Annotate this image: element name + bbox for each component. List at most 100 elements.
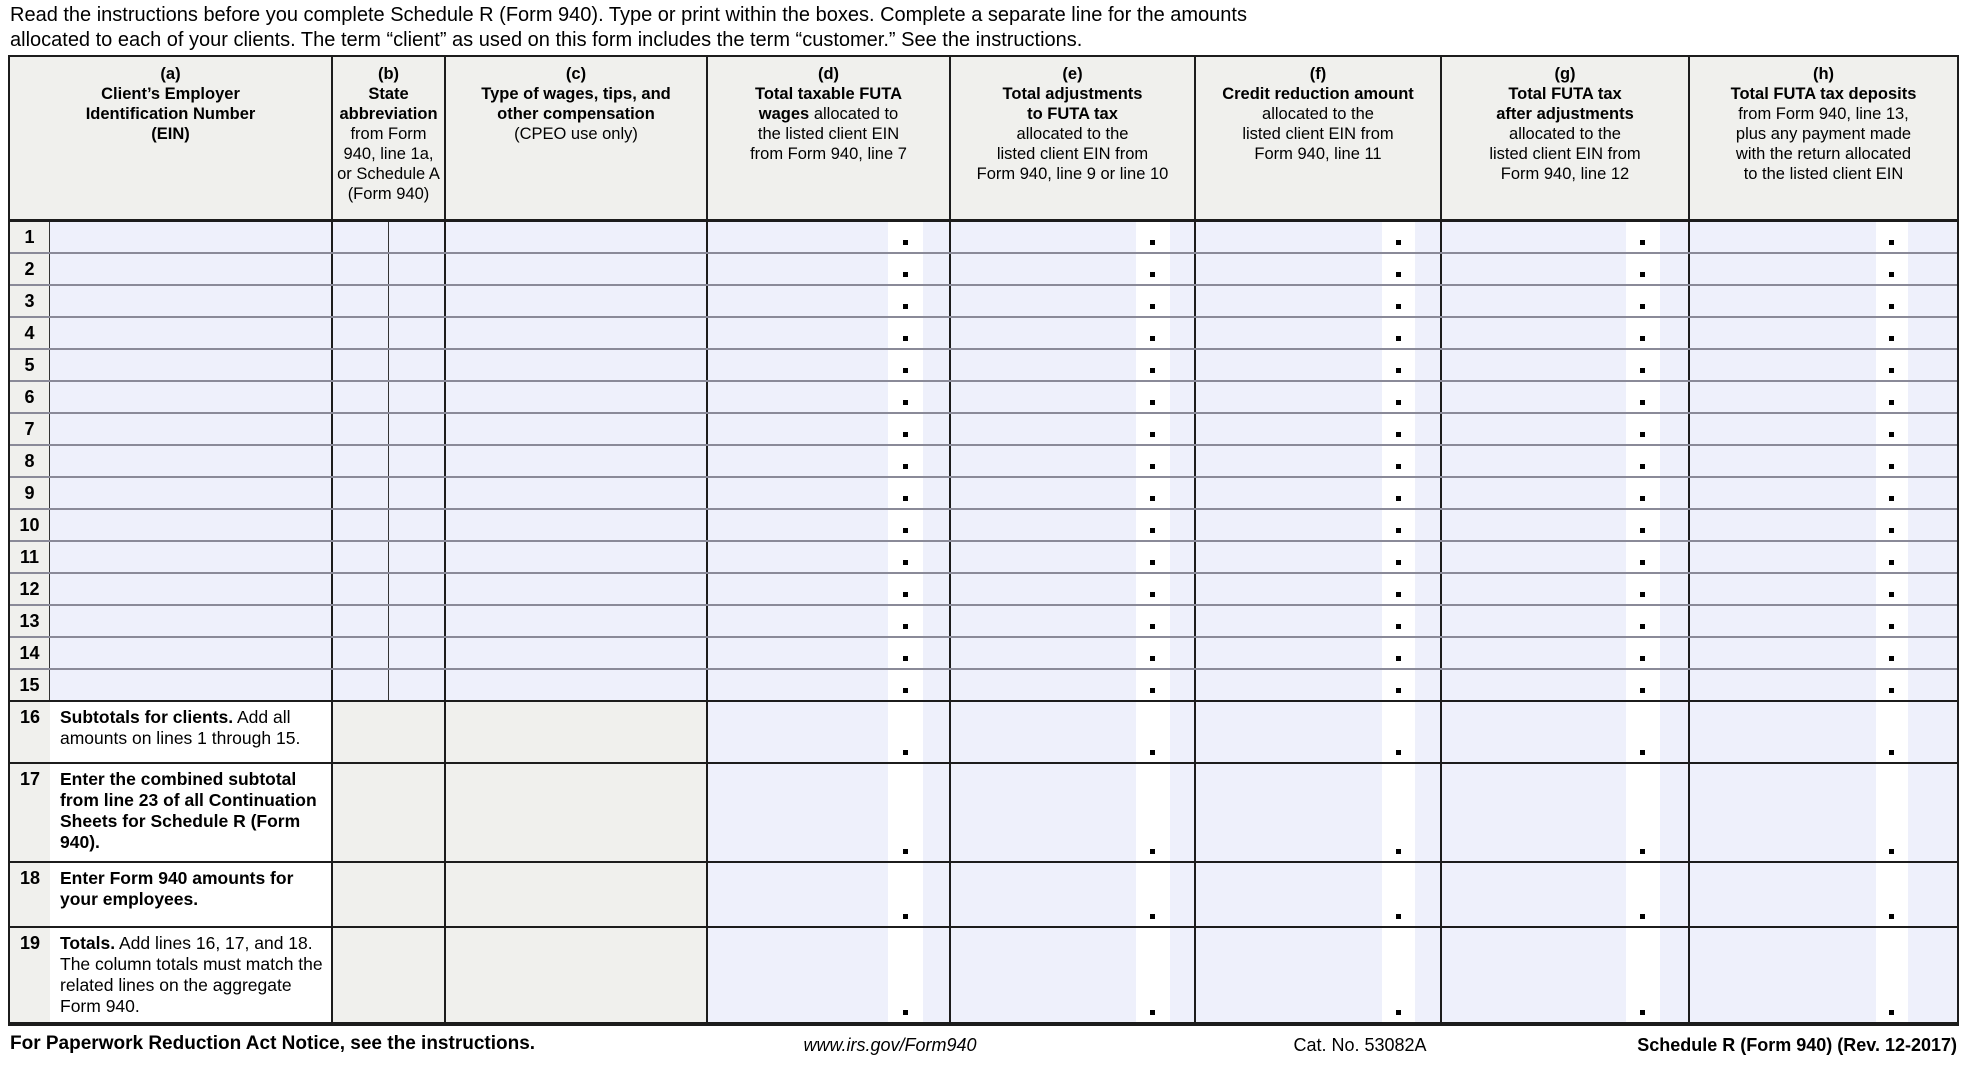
col-h-futa-deposits-dollars-input[interactable] xyxy=(1690,382,1876,412)
col-f-credit-reduction-cents-input[interactable] xyxy=(1415,928,1442,1022)
col-g-futa-tax-after-adj-dollars-input[interactable] xyxy=(1442,606,1626,636)
wage-type-input[interactable] xyxy=(446,222,708,252)
client-ein-input[interactable] xyxy=(50,606,333,636)
col-f-credit-reduction-cents-input[interactable] xyxy=(1415,606,1442,636)
col-h-futa-deposits-cents-input[interactable] xyxy=(1908,414,1957,444)
col-e-futa-adjustments-cents-input[interactable] xyxy=(1170,928,1196,1022)
col-f-credit-reduction-dollars-input[interactable] xyxy=(1196,254,1382,284)
col-d-taxable-futa-wages-dollars-input[interactable] xyxy=(708,254,888,284)
col-d-taxable-futa-wages-dollars-input[interactable] xyxy=(708,638,888,668)
state-abbreviation-input-char2[interactable] xyxy=(389,414,446,444)
col-g-futa-tax-after-adj-dollars-input[interactable] xyxy=(1442,764,1626,861)
col-g-futa-tax-after-adj-cents-input[interactable] xyxy=(1660,670,1690,700)
col-h-futa-deposits-cents-input[interactable] xyxy=(1908,286,1957,316)
col-d-taxable-futa-wages-cents-input[interactable] xyxy=(923,382,951,412)
col-d-taxable-futa-wages-dollars-input[interactable] xyxy=(708,350,888,380)
col-f-credit-reduction-dollars-input[interactable] xyxy=(1196,764,1382,861)
col-g-futa-tax-after-adj-cents-input[interactable] xyxy=(1660,928,1690,1022)
col-f-credit-reduction-cents-input[interactable] xyxy=(1415,510,1442,540)
col-f-credit-reduction-cents-input[interactable] xyxy=(1415,478,1442,508)
client-ein-input[interactable] xyxy=(50,382,333,412)
col-f-credit-reduction-cents-input[interactable] xyxy=(1415,863,1442,926)
col-f-credit-reduction-dollars-input[interactable] xyxy=(1196,863,1382,926)
col-g-futa-tax-after-adj-cents-input[interactable] xyxy=(1660,318,1690,348)
col-d-taxable-futa-wages-cents-input[interactable] xyxy=(923,542,951,572)
col-h-futa-deposits-cents-input[interactable] xyxy=(1908,542,1957,572)
col-f-credit-reduction-dollars-input[interactable] xyxy=(1196,606,1382,636)
client-ein-input[interactable] xyxy=(50,350,333,380)
col-f-credit-reduction-dollars-input[interactable] xyxy=(1196,702,1382,762)
col-d-taxable-futa-wages-cents-input[interactable] xyxy=(923,446,951,476)
col-e-futa-adjustments-dollars-input[interactable] xyxy=(951,863,1136,926)
col-e-futa-adjustments-dollars-input[interactable] xyxy=(951,318,1136,348)
col-g-futa-tax-after-adj-cents-input[interactable] xyxy=(1660,414,1690,444)
col-h-futa-deposits-dollars-input[interactable] xyxy=(1690,478,1876,508)
col-e-futa-adjustments-cents-input[interactable] xyxy=(1170,318,1196,348)
client-ein-input[interactable] xyxy=(50,574,333,604)
col-e-futa-adjustments-cents-input[interactable] xyxy=(1170,414,1196,444)
col-f-credit-reduction-cents-input[interactable] xyxy=(1415,286,1442,316)
state-abbreviation-input-char2[interactable] xyxy=(389,286,446,316)
col-h-futa-deposits-cents-input[interactable] xyxy=(1908,254,1957,284)
state-abbreviation-input-char2[interactable] xyxy=(389,606,446,636)
col-f-credit-reduction-cents-input[interactable] xyxy=(1415,574,1442,604)
col-e-futa-adjustments-dollars-input[interactable] xyxy=(951,764,1136,861)
col-f-credit-reduction-cents-input[interactable] xyxy=(1415,350,1442,380)
col-d-taxable-futa-wages-cents-input[interactable] xyxy=(923,350,951,380)
client-ein-input[interactable] xyxy=(50,446,333,476)
col-g-futa-tax-after-adj-cents-input[interactable] xyxy=(1660,222,1690,252)
col-h-futa-deposits-cents-input[interactable] xyxy=(1908,318,1957,348)
col-g-futa-tax-after-adj-dollars-input[interactable] xyxy=(1442,510,1626,540)
col-h-futa-deposits-cents-input[interactable] xyxy=(1908,670,1957,700)
wage-type-input[interactable] xyxy=(446,638,708,668)
client-ein-input[interactable] xyxy=(50,542,333,572)
state-abbreviation-input-char1[interactable] xyxy=(333,446,389,476)
col-f-credit-reduction-dollars-input[interactable] xyxy=(1196,478,1382,508)
col-f-credit-reduction-cents-input[interactable] xyxy=(1415,542,1442,572)
col-h-futa-deposits-cents-input[interactable] xyxy=(1908,574,1957,604)
wage-type-input[interactable] xyxy=(446,510,708,540)
col-d-taxable-futa-wages-dollars-input[interactable] xyxy=(708,382,888,412)
client-ein-input[interactable] xyxy=(50,254,333,284)
col-d-taxable-futa-wages-cents-input[interactable] xyxy=(923,764,951,861)
col-e-futa-adjustments-dollars-input[interactable] xyxy=(951,638,1136,668)
state-abbreviation-input-char2[interactable] xyxy=(389,542,446,572)
col-h-futa-deposits-cents-input[interactable] xyxy=(1908,510,1957,540)
col-e-futa-adjustments-cents-input[interactable] xyxy=(1170,350,1196,380)
col-f-credit-reduction-cents-input[interactable] xyxy=(1415,638,1442,668)
col-h-futa-deposits-dollars-input[interactable] xyxy=(1690,286,1876,316)
state-abbreviation-input-char1[interactable] xyxy=(333,414,389,444)
col-g-futa-tax-after-adj-dollars-input[interactable] xyxy=(1442,286,1626,316)
col-g-futa-tax-after-adj-cents-input[interactable] xyxy=(1660,542,1690,572)
state-abbreviation-input-char2[interactable] xyxy=(389,382,446,412)
col-f-credit-reduction-dollars-input[interactable] xyxy=(1196,286,1382,316)
col-h-futa-deposits-dollars-input[interactable] xyxy=(1690,510,1876,540)
col-h-futa-deposits-dollars-input[interactable] xyxy=(1690,222,1876,252)
col-e-futa-adjustments-cents-input[interactable] xyxy=(1170,702,1196,762)
col-f-credit-reduction-dollars-input[interactable] xyxy=(1196,222,1382,252)
col-e-futa-adjustments-cents-input[interactable] xyxy=(1170,382,1196,412)
col-f-credit-reduction-dollars-input[interactable] xyxy=(1196,928,1382,1022)
col-g-futa-tax-after-adj-dollars-input[interactable] xyxy=(1442,318,1626,348)
col-g-futa-tax-after-adj-dollars-input[interactable] xyxy=(1442,574,1626,604)
col-g-futa-tax-after-adj-cents-input[interactable] xyxy=(1660,863,1690,926)
col-e-futa-adjustments-cents-input[interactable] xyxy=(1170,254,1196,284)
col-d-taxable-futa-wages-dollars-input[interactable] xyxy=(708,702,888,762)
state-abbreviation-input-char2[interactable] xyxy=(389,318,446,348)
wage-type-input[interactable] xyxy=(446,446,708,476)
col-h-futa-deposits-dollars-input[interactable] xyxy=(1690,928,1876,1022)
col-g-futa-tax-after-adj-dollars-input[interactable] xyxy=(1442,350,1626,380)
wage-type-input[interactable] xyxy=(446,414,708,444)
col-e-futa-adjustments-cents-input[interactable] xyxy=(1170,446,1196,476)
col-f-credit-reduction-cents-input[interactable] xyxy=(1415,702,1442,762)
col-h-futa-deposits-dollars-input[interactable] xyxy=(1690,414,1876,444)
col-e-futa-adjustments-cents-input[interactable] xyxy=(1170,863,1196,926)
col-e-futa-adjustments-cents-input[interactable] xyxy=(1170,510,1196,540)
col-h-futa-deposits-dollars-input[interactable] xyxy=(1690,318,1876,348)
col-d-taxable-futa-wages-dollars-input[interactable] xyxy=(708,542,888,572)
col-e-futa-adjustments-dollars-input[interactable] xyxy=(951,478,1136,508)
col-f-credit-reduction-dollars-input[interactable] xyxy=(1196,638,1382,668)
col-g-futa-tax-after-adj-dollars-input[interactable] xyxy=(1442,702,1626,762)
col-h-futa-deposits-cents-input[interactable] xyxy=(1908,446,1957,476)
col-d-taxable-futa-wages-cents-input[interactable] xyxy=(923,702,951,762)
